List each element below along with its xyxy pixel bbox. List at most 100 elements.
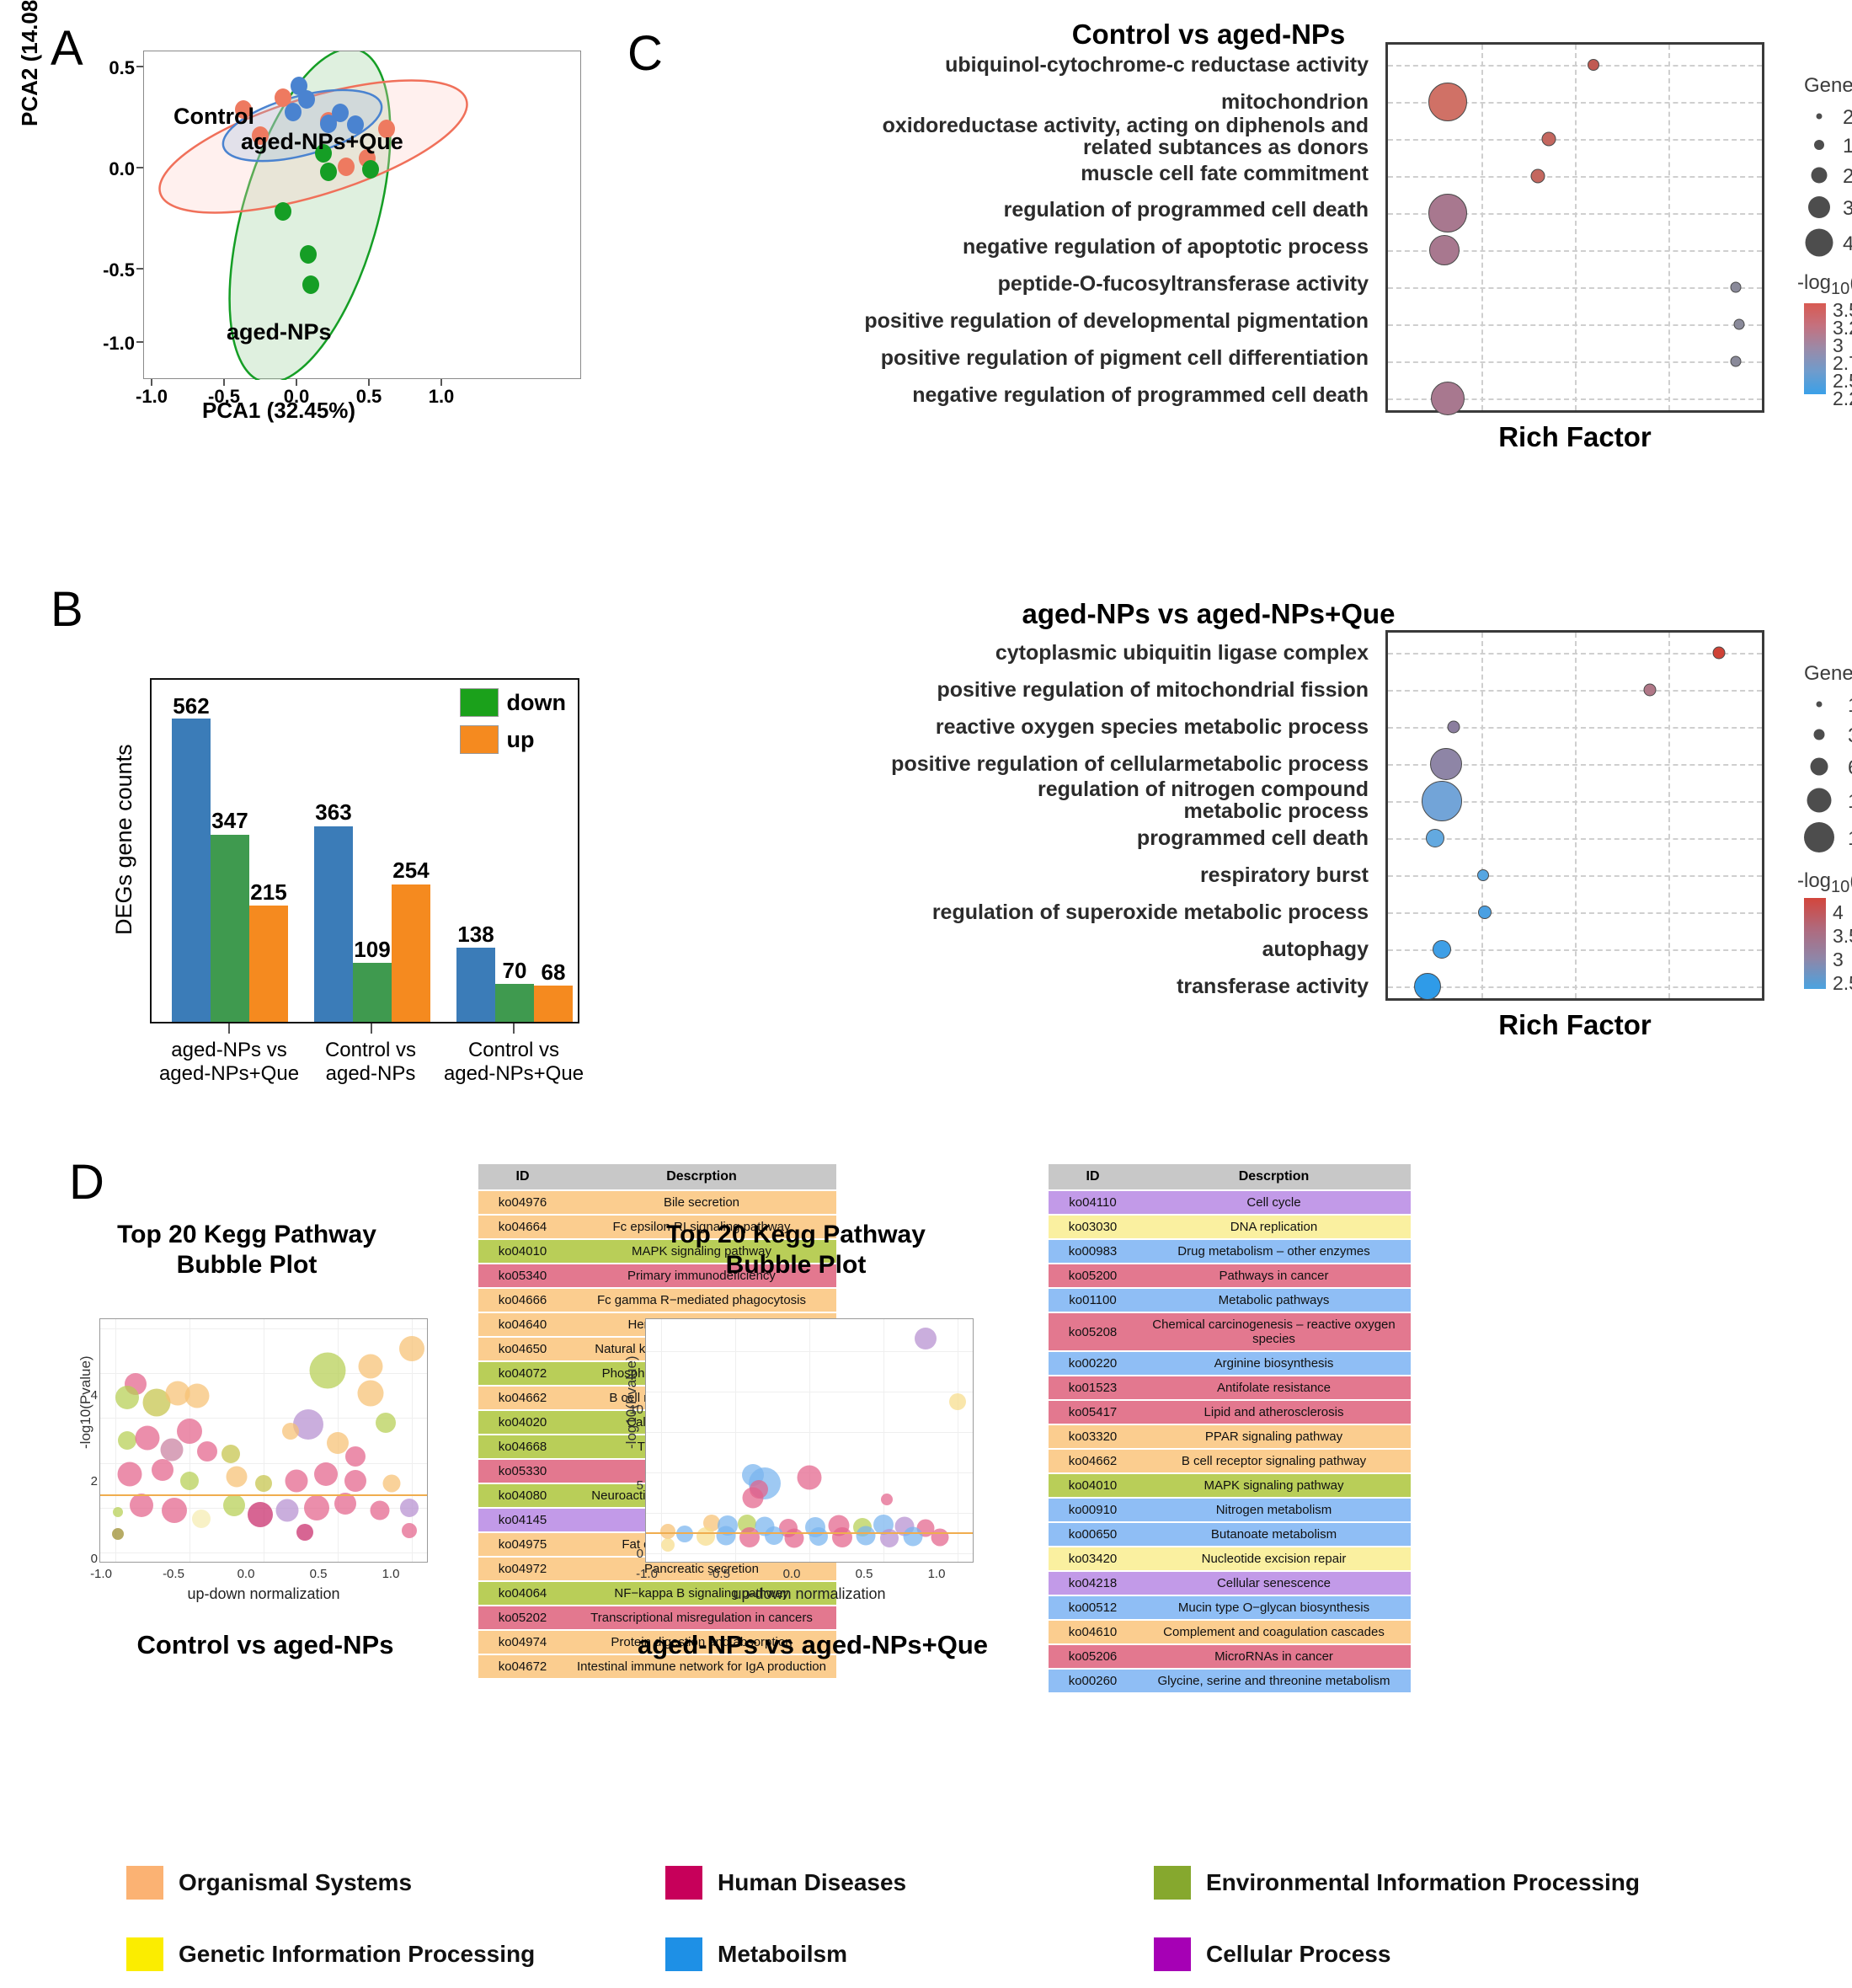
kegg-threshold-line bbox=[646, 1532, 973, 1535]
table-row[interactable]: ko04672 Intestinal immune network for IgA… bbox=[478, 1655, 836, 1678]
kegg-row-id: ko04010 bbox=[1049, 1474, 1137, 1497]
table-row[interactable]: ko05208 Chemical carcinogenesis – reactiv… bbox=[1049, 1313, 1411, 1350]
grid-hline-5 bbox=[1388, 250, 1762, 252]
kegg-bubble bbox=[739, 1527, 761, 1548]
table-row[interactable]: ko04664 Fc epsilon RI signaling pathway bbox=[478, 1216, 836, 1238]
kegg-row-description: Nucleotide excision repair bbox=[1137, 1547, 1411, 1570]
kegg-row-id: ko04666 bbox=[478, 1289, 567, 1312]
bubble-5 bbox=[1428, 235, 1460, 265]
bubble-0 bbox=[1588, 59, 1600, 71]
bar-value-down-1: 347 bbox=[211, 808, 248, 833]
table-row[interactable]: ko00650 Butanoate metabolism bbox=[1049, 1523, 1411, 1546]
table-row[interactable]: ko05202 Transcriptional misregulation in … bbox=[478, 1606, 836, 1629]
bubble2-5 bbox=[1425, 829, 1444, 847]
grid2-hline-9 bbox=[1388, 986, 1762, 988]
legend-swatch-down bbox=[459, 688, 499, 717]
panel-d-right-title: Top 20 Kegg Pathway Bubble Plot bbox=[623, 1220, 969, 1280]
legend2-size-dot-4 bbox=[1804, 822, 1834, 852]
kegg-bubble bbox=[281, 1423, 299, 1440]
panel-c-bottom-x-axis-label: Rich Factor bbox=[1498, 1009, 1652, 1040]
table-row[interactable]: ko00260 Glycine, serine and threonine met… bbox=[1049, 1670, 1411, 1692]
table-row[interactable]: ko05417 Lipid and atherosclerosis bbox=[1049, 1401, 1411, 1424]
table-row[interactable]: ko05340 Primary immunodeficiency bbox=[478, 1264, 836, 1287]
table-row[interactable]: ko04976 Bile secretion bbox=[478, 1191, 836, 1214]
table-row[interactable]: ko00220 Arginine biosynthesis bbox=[1049, 1352, 1411, 1375]
ellipse-aged-nps bbox=[228, 51, 392, 380]
go-term2-label-0: cytoplasmic ubiquitin ligase complex bbox=[995, 641, 1369, 665]
kegg-row-id: ko05206 bbox=[1049, 1645, 1137, 1668]
panel-d-right-ytick-2: 0 bbox=[636, 1547, 643, 1561]
grid-hline-8 bbox=[1388, 361, 1762, 363]
kegg-bubble bbox=[931, 1528, 949, 1547]
panel-d-left-ytick-0: 4 bbox=[90, 1388, 98, 1403]
kegg-row-id: ko04975 bbox=[478, 1533, 567, 1556]
panel-a-group-label-aged-nps-que: aged-NPs+Que bbox=[241, 129, 403, 154]
table-row[interactable]: ko01523 Antifolate resistance bbox=[1049, 1376, 1411, 1399]
panel-a-group-label-aged-nps: aged-NPs bbox=[227, 319, 332, 345]
kegg-bubble bbox=[797, 1465, 822, 1490]
legend-color-label-2: 3 bbox=[1833, 334, 1844, 356]
kegg-table-header-id: ID bbox=[1049, 1164, 1137, 1189]
table-row[interactable]: ko04110 Cell cycle bbox=[1049, 1191, 1411, 1214]
kegg-row-id: ko04072 bbox=[478, 1362, 567, 1385]
table-row[interactable]: ko04010 MAPK signaling pathway bbox=[1049, 1474, 1411, 1497]
kegg-bubble bbox=[112, 1527, 125, 1540]
grid2-hline-7 bbox=[1388, 912, 1762, 914]
table-row[interactable]: ko03030 DNA replication bbox=[1049, 1216, 1411, 1238]
panel-a-svg bbox=[158, 51, 468, 380]
table-row[interactable]: ko01100 Metabolic pathways bbox=[1049, 1289, 1411, 1312]
table-row[interactable]: ko04666 Fc gamma R−mediated phagocytosis bbox=[478, 1289, 836, 1312]
kegg-bubble bbox=[949, 1392, 967, 1410]
bar-up-2 bbox=[392, 884, 430, 1022]
bubble-3 bbox=[1530, 168, 1545, 184]
kegg-bubble bbox=[255, 1474, 272, 1492]
table-row[interactable]: ko04064 NF−kappa B signaling pathway bbox=[478, 1582, 836, 1605]
panel-b-xtick-mark-0 bbox=[228, 1023, 230, 1034]
table-row[interactable]: ko03420 Nucleotide excision repair bbox=[1049, 1547, 1411, 1570]
panel-d-left-xtick-4: 1.0 bbox=[382, 1567, 400, 1581]
legend-color-label-5: 2.25 bbox=[1833, 387, 1852, 409]
panel-a-xtick-mark-3 bbox=[368, 379, 370, 386]
panel-c-letter: C bbox=[627, 26, 663, 81]
grid-vline-1 bbox=[1481, 45, 1483, 410]
bubble2-7 bbox=[1478, 906, 1492, 919]
table-row[interactable]: ko00983 Drug metabolism – other enzymes bbox=[1049, 1240, 1411, 1263]
kegg-row-description: Nitrogen metabolism bbox=[1137, 1499, 1411, 1521]
kegg-row-id: ko00983 bbox=[1049, 1240, 1137, 1263]
kegg-row-id: ko04672 bbox=[478, 1655, 567, 1678]
panel-d-right-xtick-4: 1.0 bbox=[927, 1567, 946, 1581]
legend2-color-label-0: 4 bbox=[1833, 901, 1844, 923]
panel-d-right-caption: aged-NPs vs aged-NPs+Que bbox=[637, 1630, 989, 1659]
legend2-size-dot-3 bbox=[1807, 788, 1832, 813]
panel-c-top-x-axis-label: Rich Factor bbox=[1498, 421, 1652, 452]
kegg-table-header-id: ID bbox=[478, 1164, 567, 1189]
legend-color-label-3: 2.75 bbox=[1833, 352, 1852, 374]
kegg-bubble bbox=[285, 1469, 308, 1493]
kegg-bubble bbox=[784, 1528, 804, 1548]
table-row[interactable]: ko00512 Mucin type O−glycan biosynthesis bbox=[1049, 1596, 1411, 1619]
bar-up-3 bbox=[534, 986, 573, 1022]
panel-d-left-xtick-1: -0.5 bbox=[163, 1567, 184, 1581]
kegg-table-header-description: Descrption bbox=[567, 1164, 836, 1189]
table-row[interactable]: ko05200 Pathways in cancer bbox=[1049, 1264, 1411, 1287]
kegg-row-id: ko03030 bbox=[1049, 1216, 1137, 1238]
panel-c-top-go-bubble: C Control vs aged-NPs ubiquinol-cytochro… bbox=[627, 17, 1852, 556]
kegg-gridline-v-1 bbox=[734, 1319, 736, 1562]
table-row[interactable]: ko00910 Nitrogen metabolism bbox=[1049, 1499, 1411, 1521]
table-row[interactable]: ko04974 Protein digestion and absorption bbox=[478, 1631, 836, 1654]
table-row[interactable]: ko04218 Cellular senescence bbox=[1049, 1572, 1411, 1595]
table-row[interactable]: ko03320 PPAR signaling pathway bbox=[1049, 1425, 1411, 1448]
legend-label-organismal: Organismal Systems bbox=[179, 1869, 413, 1895]
kegg-row-id: ko01523 bbox=[1049, 1376, 1137, 1399]
kegg-gridline-v-4 bbox=[412, 1319, 414, 1562]
kegg-category-legend: Organismal Systems Human Diseases Enviro… bbox=[126, 1866, 1769, 1975]
table-row[interactable]: ko04610 Complement and coagulation cascad… bbox=[1049, 1621, 1411, 1643]
kegg-row-description: PPAR signaling pathway bbox=[1137, 1425, 1411, 1448]
table-row[interactable]: ko05206 MicroRNAs in cancer bbox=[1049, 1645, 1411, 1668]
legend-label-human-diseases: Human Diseases bbox=[718, 1869, 907, 1895]
legend-size-title: GeneNumber bbox=[1804, 74, 1852, 97]
panel-a-ytick-mark-0 bbox=[136, 66, 143, 67]
table-row[interactable]: ko04010 MAPK signaling pathway bbox=[478, 1240, 836, 1263]
kegg-bubble bbox=[196, 1441, 217, 1462]
